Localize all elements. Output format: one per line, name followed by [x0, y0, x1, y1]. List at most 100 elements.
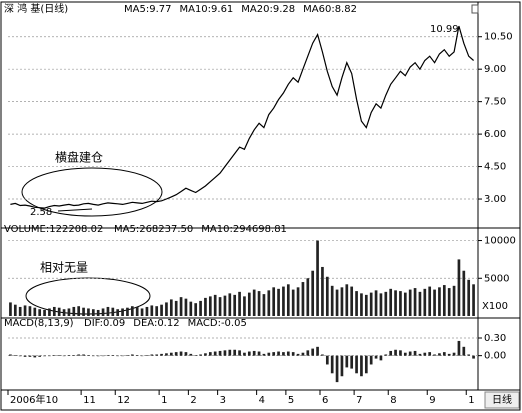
- bar: [121, 308, 124, 316]
- bar: [111, 307, 115, 316]
- period-button[interactable]: [484, 391, 520, 409]
- bar: [330, 355, 334, 374]
- bar: [335, 289, 339, 316]
- bar: [433, 354, 436, 356]
- bar: [48, 308, 51, 316]
- bar: [277, 351, 280, 356]
- stat-label: MACD:-0.05: [188, 318, 247, 329]
- bar: [28, 306, 32, 316]
- bar: [418, 291, 422, 316]
- bar: [452, 352, 456, 356]
- x-tick-label: 1: [161, 395, 167, 406]
- x-tick-label: 12: [117, 395, 130, 406]
- x-tick-label: 7: [356, 395, 362, 406]
- bar: [321, 266, 324, 316]
- bar: [130, 306, 134, 316]
- bar: [199, 300, 202, 316]
- bar: [184, 352, 188, 356]
- bar: [223, 350, 227, 356]
- bar: [462, 270, 466, 316]
- bar: [389, 288, 393, 316]
- bar: [345, 355, 349, 368]
- annotation: 2.58: [30, 207, 52, 218]
- x-tick-label: 6: [322, 395, 328, 406]
- bar: [204, 297, 207, 316]
- bar: [165, 302, 168, 316]
- bar: [311, 348, 315, 356]
- bar: [286, 284, 290, 316]
- bar: [325, 355, 329, 365]
- bar: [91, 355, 95, 357]
- bar: [9, 302, 12, 316]
- bar: [467, 354, 471, 356]
- bar: [48, 355, 51, 357]
- bar: [374, 290, 378, 316]
- bar: [126, 355, 129, 356]
- bar: [360, 355, 363, 377]
- bar: [384, 354, 388, 356]
- bar: [18, 306, 22, 316]
- bar: [374, 355, 378, 359]
- bar: [91, 309, 95, 316]
- bar: [165, 353, 168, 356]
- bar: [286, 351, 290, 356]
- bar: [218, 297, 222, 316]
- bar: [62, 355, 66, 357]
- bar: [316, 346, 319, 356]
- bar: [87, 308, 90, 316]
- bar: [418, 353, 422, 356]
- bar: [447, 353, 451, 356]
- bar: [140, 308, 144, 316]
- bar: [472, 284, 475, 316]
- bar: [282, 286, 285, 316]
- bar: [204, 353, 207, 356]
- bar: [257, 291, 261, 316]
- bar: [57, 355, 61, 356]
- y-tick-label: 10.50: [484, 32, 513, 43]
- bar: [174, 300, 178, 316]
- bar: [462, 346, 466, 356]
- bar: [155, 306, 159, 316]
- bar: [257, 351, 261, 356]
- bar: [140, 355, 144, 357]
- bar: [228, 349, 232, 356]
- bar: [28, 355, 32, 357]
- bar: [213, 294, 217, 316]
- bar: [238, 350, 241, 356]
- bar: [223, 295, 227, 316]
- bar: [301, 282, 305, 316]
- bar: [62, 309, 66, 316]
- bar: [199, 354, 202, 356]
- bar: [228, 293, 232, 316]
- bar: [423, 352, 427, 356]
- bar: [296, 287, 300, 316]
- bar: [18, 355, 22, 357]
- bar: [394, 349, 397, 356]
- annotation: 10.99: [430, 24, 459, 35]
- bar: [160, 353, 163, 356]
- bar: [13, 355, 17, 356]
- bar: [369, 292, 373, 316]
- bar: [72, 306, 76, 316]
- bar: [126, 307, 129, 316]
- bar: [135, 306, 139, 316]
- bar: [33, 355, 37, 358]
- bar: [413, 288, 417, 316]
- bar: [121, 355, 124, 357]
- bar: [433, 289, 436, 316]
- bar: [82, 354, 85, 356]
- period-button-label[interactable]: 日线: [492, 393, 512, 406]
- bar: [355, 291, 358, 316]
- bar: [423, 288, 427, 316]
- bar: [355, 355, 358, 374]
- y-tick-label: 10000: [484, 236, 516, 247]
- bar: [243, 296, 246, 316]
- stat-label: MA10:9.61: [179, 4, 233, 15]
- bar: [403, 352, 407, 356]
- bar: [272, 287, 276, 316]
- bar: [311, 270, 315, 316]
- bar: [150, 354, 154, 356]
- bar: [301, 352, 305, 356]
- bar: [82, 307, 85, 316]
